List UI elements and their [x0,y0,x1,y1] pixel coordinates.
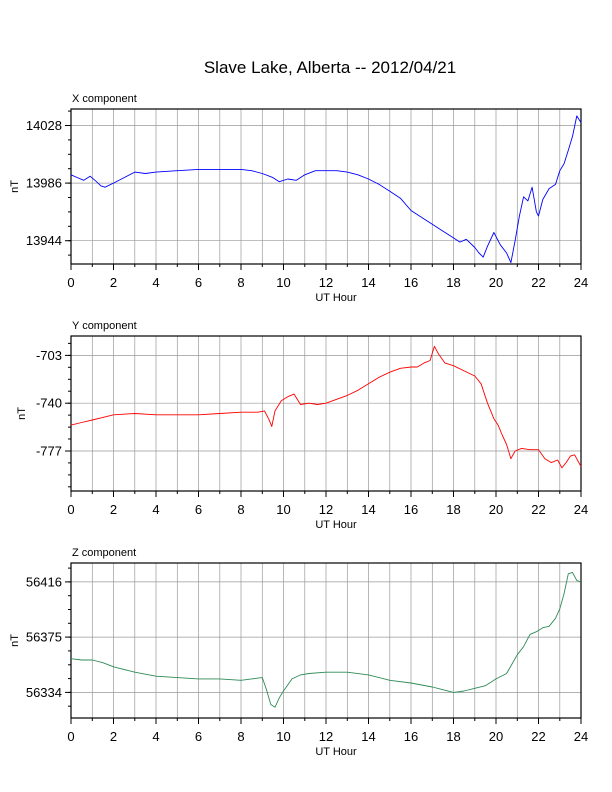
x-tick-label: 24 [574,502,588,517]
y-tick-label: 13986 [26,176,62,191]
y-tick-label: -777 [36,444,62,459]
x-tick-label: 12 [319,502,333,517]
x-tick-label: 20 [489,502,503,517]
x-tick-label: 10 [276,502,290,517]
x-tick-label: 4 [152,275,159,290]
x-tick-label: 8 [237,729,244,744]
x-tick-label: 8 [237,502,244,517]
x-tick-label: 24 [574,729,588,744]
x-tick-label: 10 [276,275,290,290]
y-axis-label: nT [9,634,21,647]
x-tick-label: 18 [446,275,460,290]
y-tick-label: 56334 [26,685,62,700]
x-tick-label: 0 [67,275,74,290]
y-tick-label: 56375 [26,630,62,645]
y-tick-label: -740 [36,396,62,411]
x-tick-label: 12 [319,729,333,744]
x-tick-label: 18 [446,502,460,517]
y-tick-label: -703 [36,348,62,363]
x-tick-label: 4 [152,729,159,744]
x-tick-label: 22 [531,729,545,744]
x-tick-label: 0 [67,502,74,517]
x-tick-label: 10 [276,729,290,744]
y-tick-label: 13944 [26,233,62,248]
panel-title: Z component [72,547,136,559]
x-tick-label: 16 [404,502,418,517]
x-tick-label: 18 [446,729,460,744]
x-tick-label: 6 [195,729,202,744]
y-axis-label: nT [9,180,21,193]
x-tick-label: 14 [361,275,375,290]
series-line-y [70,345,582,469]
x-tick-label: 6 [195,275,202,290]
x-tick-label: 14 [361,729,375,744]
x-tick-label: 24 [574,275,588,290]
x-tick-label: 16 [404,275,418,290]
x-tick-label: 20 [489,729,503,744]
figure-title: Slave Lake, Alberta -- 2012/04/21 [203,58,457,77]
x-axis-label: UT Hour [315,292,357,304]
x-tick-label: 8 [237,275,244,290]
x-tick-label: 6 [195,502,202,517]
series-line-x [70,115,582,264]
x-tick-label: 14 [361,502,375,517]
x-tick-label: 12 [319,275,333,290]
y-axis-label: nT [16,407,28,420]
panel-title: Y component [72,320,137,332]
x-tick-label: 22 [531,502,545,517]
series-line-z [70,571,582,708]
x-tick-label: 2 [110,729,117,744]
x-tick-label: 4 [152,502,159,517]
x-tick-label: 2 [110,275,117,290]
panel-title: X component [72,93,137,105]
x-axis-label: UT Hour [315,519,357,531]
x-tick-label: 0 [67,729,74,744]
x-tick-label: 20 [489,275,503,290]
x-tick-label: 16 [404,729,418,744]
x-axis-label: UT Hour [315,746,357,758]
y-tick-label: 14028 [26,118,62,133]
x-tick-label: 22 [531,275,545,290]
y-tick-label: 56416 [26,574,62,589]
x-tick-label: 2 [110,502,117,517]
